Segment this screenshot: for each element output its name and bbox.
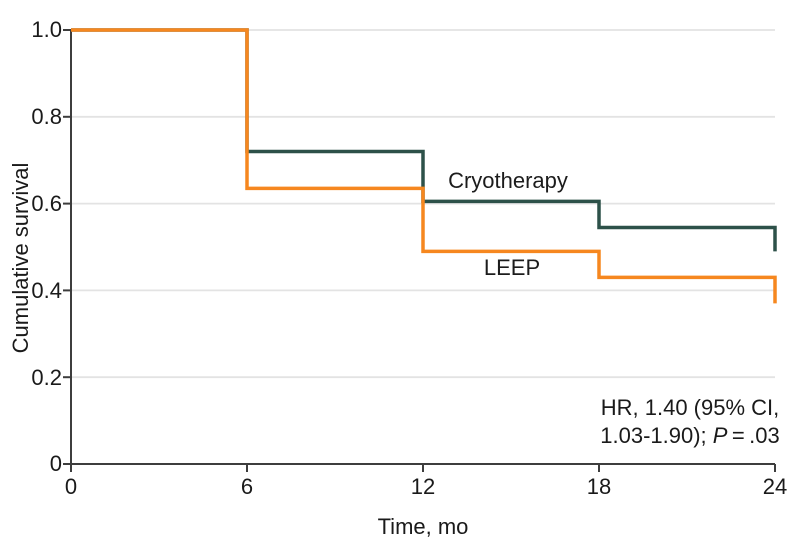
y-tick-label-0.4: 0.4 xyxy=(31,278,62,303)
p-value-italic: P xyxy=(712,423,728,448)
series-label-leep: LEEP xyxy=(483,255,541,280)
x-tick-label-24: 24 xyxy=(762,474,788,499)
annotation-line1: HR, 1.40 (95% CI, xyxy=(600,395,780,420)
series-label-cryotherapy: Cryotherapy xyxy=(448,168,568,193)
y-tick-label-0: 0 xyxy=(49,451,62,476)
annotation-line2-pre: 1.03-1.90); xyxy=(600,423,713,448)
x-axis-title: Time, mo xyxy=(377,514,469,539)
x-tick-label-0: 0 xyxy=(64,474,78,499)
x-tick-label-18: 18 xyxy=(586,474,612,499)
y-tick-label-0.8: 0.8 xyxy=(31,104,62,129)
annotation-line2-post: = .03 xyxy=(727,423,780,448)
x-tick-label-12: 12 xyxy=(410,474,436,499)
y-tick-label-0.6: 0.6 xyxy=(31,191,62,216)
y-tick-label-0.2: 0.2 xyxy=(31,365,62,390)
y-axis-title: Cumulative survival xyxy=(8,162,33,354)
annotation-line2: 1.03-1.90); P = .03 xyxy=(560,422,798,450)
stats-annotation: HR, 1.40 (95% CI, 1.03-1.90); P = .03 xyxy=(560,394,798,450)
y-tick-label-1.0: 1.0 xyxy=(31,17,62,42)
x-tick-label-6: 6 xyxy=(240,474,254,499)
survival-curve-leep xyxy=(71,28,777,304)
